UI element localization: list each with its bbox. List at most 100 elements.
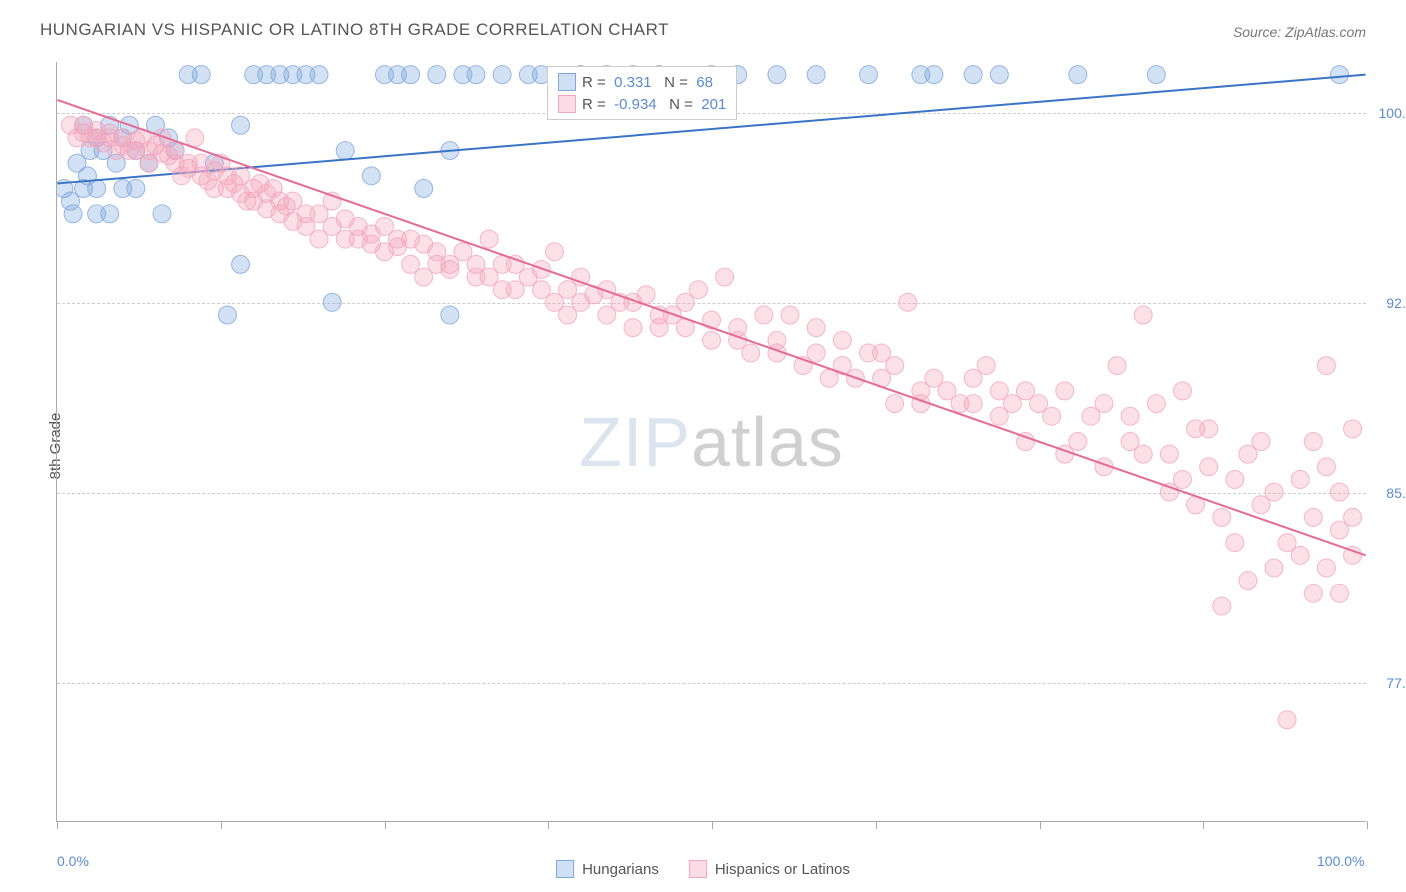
- chart-svg: [57, 62, 1366, 821]
- data-point: [1095, 395, 1113, 413]
- data-point: [1330, 483, 1348, 501]
- data-point: [807, 66, 825, 84]
- data-point: [1056, 382, 1074, 400]
- data-point: [1304, 433, 1322, 451]
- legend-label: Hispanics or Latinos: [715, 861, 850, 878]
- data-point: [860, 66, 878, 84]
- legend-stat-row: R = 0.331 N = 68: [558, 71, 726, 93]
- data-point: [1147, 66, 1165, 84]
- data-point: [1200, 420, 1218, 438]
- x-tick: [57, 821, 58, 829]
- data-point: [1317, 458, 1335, 476]
- x-tick: [876, 821, 877, 829]
- data-point: [807, 319, 825, 337]
- data-point: [232, 255, 250, 273]
- data-point: [428, 66, 446, 84]
- data-point: [807, 344, 825, 362]
- data-point: [768, 66, 786, 84]
- data-point: [624, 319, 642, 337]
- legend-swatch: [558, 73, 576, 91]
- y-tick-label: 85.0%: [1371, 485, 1406, 501]
- legend-stats: R = 0.331 N = 68: [582, 74, 713, 91]
- data-point: [1239, 572, 1257, 590]
- legend-stat-row: R = -0.934 N = 201: [558, 93, 726, 115]
- chart-title: HUNGARIAN VS HISPANIC OR LATINO 8TH GRAD…: [40, 20, 669, 40]
- data-point: [402, 66, 420, 84]
- data-point: [1043, 407, 1061, 425]
- data-point: [1304, 584, 1322, 602]
- data-point: [1200, 458, 1218, 476]
- legend-stats: R = -0.934 N = 201: [582, 96, 726, 113]
- data-point: [1252, 433, 1270, 451]
- data-point: [336, 142, 354, 160]
- data-point: [1134, 306, 1152, 324]
- data-point: [1317, 559, 1335, 577]
- data-point: [1278, 711, 1296, 729]
- data-point: [742, 344, 760, 362]
- data-point: [1291, 546, 1309, 564]
- data-point: [637, 286, 655, 304]
- correlation-legend: R = 0.331 N = 68 R = -0.934 N = 201: [547, 66, 737, 120]
- plot-area: ZIPatlas R = 0.331 N = 68R = -0.934 N = …: [56, 62, 1366, 822]
- data-point: [1330, 584, 1348, 602]
- y-tick-label: 77.5%: [1371, 675, 1406, 691]
- data-point: [88, 180, 106, 198]
- y-tick-label: 92.5%: [1371, 295, 1406, 311]
- data-point: [127, 180, 145, 198]
- data-point: [192, 66, 210, 84]
- legend-swatch: [558, 95, 576, 113]
- data-point: [480, 230, 498, 248]
- series-legend: Hungarians Hispanics or Latinos: [556, 860, 850, 878]
- data-point: [1304, 508, 1322, 526]
- data-point: [101, 205, 119, 223]
- data-point: [1121, 407, 1139, 425]
- regression-line: [57, 100, 1365, 555]
- data-point: [964, 66, 982, 84]
- data-point: [1265, 559, 1283, 577]
- data-point: [546, 243, 564, 261]
- data-point: [186, 129, 204, 147]
- legend-item: Hungarians: [556, 860, 659, 878]
- legend-label: Hungarians: [582, 861, 659, 878]
- data-point: [310, 66, 328, 84]
- data-point: [990, 66, 1008, 84]
- data-point: [964, 395, 982, 413]
- data-point: [64, 205, 82, 223]
- data-point: [1291, 470, 1309, 488]
- x-tick: [385, 821, 386, 829]
- y-tick-label: 100.0%: [1371, 105, 1406, 121]
- data-point: [1213, 508, 1231, 526]
- legend-swatch: [689, 860, 707, 878]
- data-point: [362, 167, 380, 185]
- data-point: [1173, 382, 1191, 400]
- data-point: [1160, 445, 1178, 463]
- data-point: [1147, 395, 1165, 413]
- data-point: [781, 306, 799, 324]
- data-point: [689, 281, 707, 299]
- data-point: [153, 205, 171, 223]
- x-tick: [712, 821, 713, 829]
- data-point: [755, 306, 773, 324]
- data-point: [1226, 470, 1244, 488]
- data-point: [1330, 66, 1348, 84]
- data-point: [232, 116, 250, 134]
- data-point: [1134, 445, 1152, 463]
- data-point: [1069, 66, 1087, 84]
- data-point: [493, 66, 511, 84]
- data-point: [703, 331, 721, 349]
- data-point: [441, 306, 459, 324]
- data-point: [1069, 433, 1087, 451]
- source-attribution: Source: ZipAtlas.com: [1233, 24, 1366, 40]
- data-point: [1226, 534, 1244, 552]
- data-point: [1344, 420, 1362, 438]
- x-tick: [221, 821, 222, 829]
- x-tick-label: 0.0%: [57, 853, 89, 869]
- data-point: [886, 357, 904, 375]
- x-tick: [1367, 821, 1368, 829]
- data-point: [415, 180, 433, 198]
- legend-item: Hispanics or Latinos: [689, 860, 850, 878]
- data-point: [886, 395, 904, 413]
- data-point: [441, 260, 459, 278]
- data-point: [1317, 357, 1335, 375]
- data-point: [467, 66, 485, 84]
